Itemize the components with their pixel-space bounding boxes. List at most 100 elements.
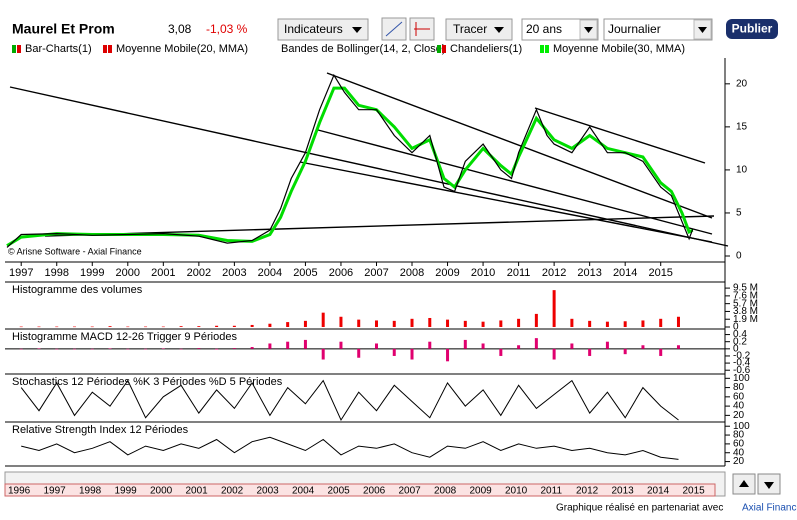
y-tick-label: 40 [733,401,745,412]
navigator-year: 2009 [470,486,493,497]
panel-title: Histogramme MACD 12-26 Trigger 9 Période… [12,331,237,343]
bar [499,348,503,356]
scroll-down-button[interactable] [757,473,781,495]
x-tick-label: 2001 [151,267,175,279]
bar [499,320,503,327]
bar [321,312,325,327]
y-tick-label: 0 [733,322,739,333]
x-tick-label: 2007 [364,267,388,279]
footer-link[interactable]: Axial Finance [742,503,797,514]
trend-line [326,72,713,219]
bar [446,319,450,327]
y-tick-label: 10 [736,165,748,176]
bar [552,290,556,327]
bar [339,341,343,349]
bar [374,343,378,349]
trend-line [317,129,713,235]
bar [55,348,59,350]
bar [232,348,236,349]
copyright: © Arisne Software - Axial Finance [8,246,142,256]
panel-title: Relative Strength Index 12 Périodes [12,424,189,436]
bar [570,343,574,349]
arrow [494,27,504,33]
y-tick-label: 0 [733,343,739,354]
navigator-year: 1998 [79,486,102,497]
bar [90,348,94,350]
x-tick-label: 2011 [507,267,531,279]
scroll-up-button[interactable] [732,473,756,495]
bar [197,348,201,349]
legend-label: Moyenne Mobile(30, MMA) [553,43,685,55]
draw-line-button[interactable] [381,17,407,41]
bar [534,313,538,327]
data-line [6,73,694,248]
y-tick-label: 20 [733,410,745,421]
bar [463,339,467,349]
bar [392,320,396,327]
select-label: 20 ans [526,22,562,36]
interval-select[interactable]: Journalier [603,18,713,41]
bar [126,326,130,328]
bar [517,345,521,349]
bar [179,326,183,327]
bar [197,326,201,327]
navigator-year: 2005 [328,486,351,497]
bar [303,320,307,327]
arrow [352,27,362,33]
navigator-year: 2010 [505,486,528,497]
bar [215,348,219,350]
bar [374,320,378,327]
bar [588,348,592,356]
navigator-year: 2006 [363,486,386,497]
x-tick-label: 1999 [80,267,104,279]
legend-label: Bandes de Bollinger(14, 2, Close) [281,43,445,55]
bar [55,326,59,328]
bar [250,324,254,327]
y-tick-label: 0.4 [733,329,747,340]
navigator-window[interactable] [4,483,716,497]
bar [446,348,450,362]
navigator-year: 1996 [8,486,31,497]
bar [641,320,645,327]
bar [623,321,627,327]
x-tick-label: 2015 [648,267,672,279]
bar [232,325,236,327]
bar [161,348,165,349]
bar [676,345,680,349]
arrow [739,480,749,487]
data-line [20,379,679,422]
y-tick-label: 80 [733,382,745,393]
navigator-year: 1997 [44,486,67,497]
data-line [21,436,679,460]
bar [144,326,148,328]
change: -1,03 % [206,22,248,36]
y-tick-label: 7.6 M [733,291,758,302]
navigator-year: 2000 [150,486,173,497]
y-tick-label: 1.9 M [733,314,758,325]
trend-line [9,86,729,247]
y-tick-label: 60 [733,439,745,450]
panel-title: Histogramme des volumes [12,284,143,296]
bar [37,348,41,349]
draw-hline-button[interactable] [409,17,435,41]
bar [410,348,414,360]
publish-button[interactable]: Publier [726,19,778,39]
draw-dropdown[interactable]: Tracer [445,18,513,41]
x-tick-label: 2000 [116,267,140,279]
indicators-dropdown[interactable]: Indicateurs [277,18,369,41]
period-select[interactable]: 20 ans [521,18,599,41]
bar [623,348,627,355]
y-tick-label: 5 [736,208,742,219]
legend-icon [437,45,441,53]
navigator-year: 2001 [186,486,209,497]
y-tick-label: 20 [733,456,745,467]
bar [428,341,432,349]
legend-icon [540,45,544,53]
bar [90,326,94,328]
trend-line [534,107,706,164]
bar [144,348,148,350]
y-tick-label: 100 [733,373,750,384]
navigator-year: 2008 [434,486,457,497]
trend-line [299,161,713,243]
